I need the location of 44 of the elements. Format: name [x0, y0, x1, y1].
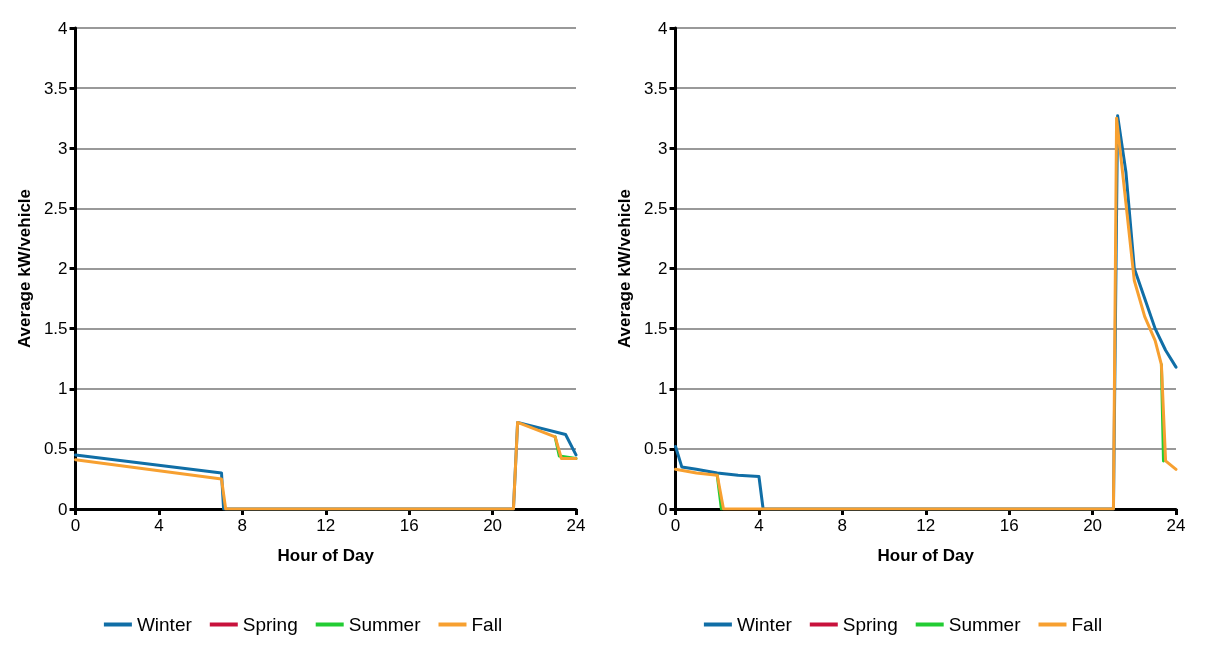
legend-label: Winter — [136, 614, 193, 635]
y-tick-label: 3.5 — [43, 78, 68, 98]
x-tick-label: 20 — [483, 516, 503, 535]
y-tick-label: 2 — [658, 259, 668, 278]
x-tick-label: 0 — [670, 516, 681, 535]
y-tick-label: 3 — [58, 138, 68, 158]
y-tick-label: 1 — [658, 379, 668, 399]
legend-label: Spring — [242, 614, 298, 635]
x-tick-label: 16 — [999, 516, 1019, 535]
x-tick-label: 8 — [237, 516, 248, 535]
y-tick-label: 1 — [58, 379, 68, 399]
x-axis-title: Hour of Day — [877, 546, 975, 565]
x-tick-label: 0 — [70, 516, 81, 535]
y-axis-title: Average kW/vehicle — [615, 188, 634, 349]
x-axis-title: Hour of Day — [277, 546, 375, 565]
y-tick-label: 0 — [658, 499, 668, 519]
legend-label: Fall — [471, 614, 503, 635]
x-tick-label: 12 — [916, 516, 936, 535]
y-tick-label: 4 — [658, 18, 668, 38]
y-tick-label: 0 — [58, 499, 68, 519]
x-tick-label: 24 — [566, 516, 586, 535]
x-tick-label: 4 — [754, 516, 764, 535]
y-tick-label: 4 — [58, 18, 68, 38]
x-tick-label: 24 — [1166, 516, 1186, 535]
x-tick-label: 4 — [154, 516, 164, 535]
y-tick-label: 2 — [58, 259, 68, 278]
x-tick-label: 16 — [399, 516, 419, 535]
x-tick-label: 12 — [316, 516, 336, 535]
legend-label: Winter — [736, 614, 793, 635]
y-tick-label: 3 — [658, 138, 668, 158]
legend-label: Fall — [1071, 614, 1103, 635]
legend-label: Summer — [948, 614, 1022, 635]
y-tick-label: 2.5 — [643, 198, 668, 218]
y-tick-label: 1.5 — [43, 319, 68, 339]
y-tick-label: 3.5 — [643, 78, 668, 98]
legend-label: Spring — [842, 614, 898, 635]
y-tick-label: 1.5 — [643, 319, 668, 339]
y-axis-title: Average kW/vehicle — [15, 188, 34, 349]
x-tick-label: 8 — [837, 516, 848, 535]
legend-label: Summer — [348, 614, 422, 635]
y-tick-label: 2.5 — [43, 198, 68, 218]
y-tick-label: 0.5 — [43, 439, 68, 459]
y-tick-label: 0.5 — [643, 439, 668, 459]
x-tick-label: 20 — [1083, 516, 1103, 535]
